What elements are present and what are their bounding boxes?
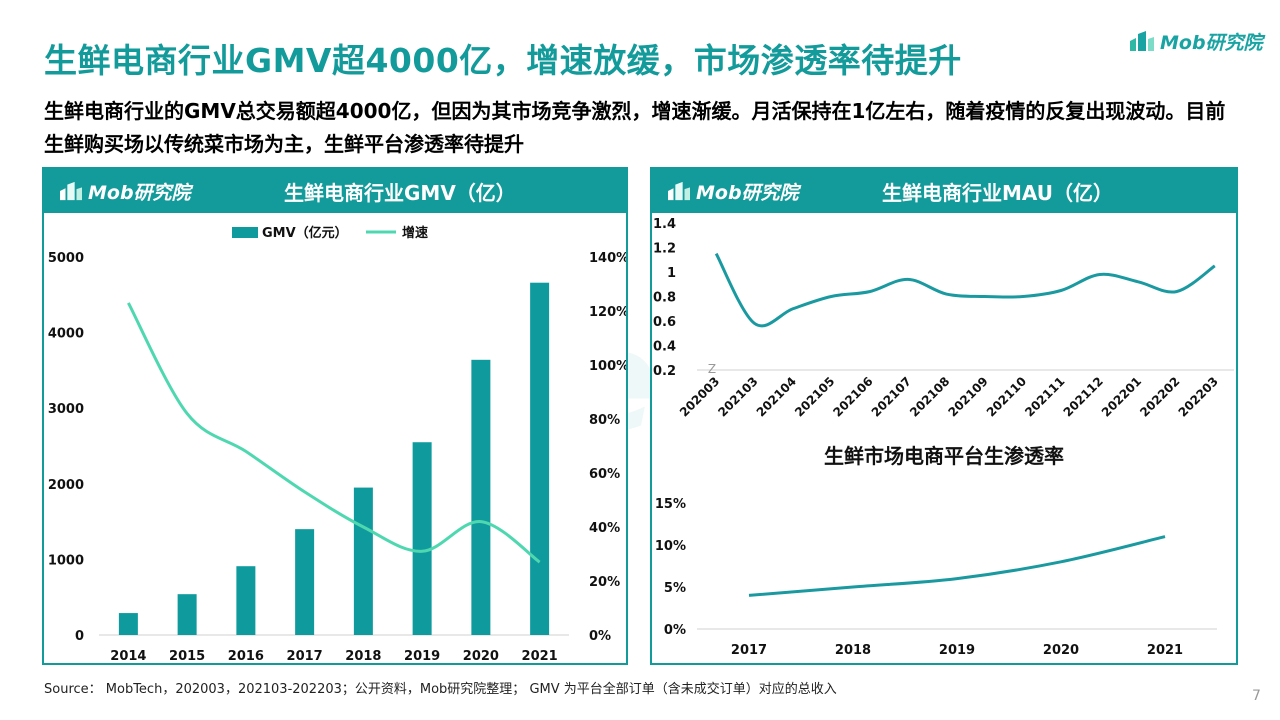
x-tick-label: 2015 bbox=[169, 649, 205, 664]
x-tick-label: 2019 bbox=[939, 643, 975, 658]
y-tick-label: 15% bbox=[655, 497, 686, 512]
y-left-tick-label: 0 bbox=[75, 629, 84, 644]
gmv-chart: GMV（亿元） 增速 0 1000 2000 3000 4000 5000 0% 20% 40% 60… bbox=[48, 225, 626, 664]
gmv-bar bbox=[295, 529, 315, 635]
logo-buildings-icon bbox=[1130, 31, 1154, 51]
x-tick-label: 202103 bbox=[715, 374, 760, 419]
y-left-tick-label: 4000 bbox=[48, 327, 84, 342]
page-subtitle: 生鲜电商行业的GMV总交易额超4000亿，但因为其市场竞争激烈，增速渐缓。月活保… bbox=[44, 99, 1226, 156]
y-tick-label: 0.6 bbox=[653, 315, 676, 330]
x-tick-label: 2020 bbox=[1043, 643, 1079, 658]
x-tick-label: 202201 bbox=[1099, 374, 1144, 419]
panel-logo: Mob研究院 bbox=[666, 175, 799, 207]
gmv-bar bbox=[530, 282, 550, 635]
source-note: Source： MobTech，202003，202103-202203；公开资… bbox=[44, 682, 837, 697]
growth-line bbox=[127, 302, 541, 564]
x-tick-label: 202110 bbox=[984, 374, 1029, 419]
y-right-tick-label: 20% bbox=[589, 575, 620, 590]
x-tick-label: 202109 bbox=[945, 374, 990, 419]
logo-text: Mob研究院 bbox=[1160, 31, 1263, 54]
x-tick-label: 2020 bbox=[463, 649, 499, 664]
logo-buildings-icon bbox=[60, 181, 82, 201]
gmv-chart-panel: Mob研究院 生鲜电商行业GMV（亿） GMV（亿元） 增速 0 1000 2000 30… bbox=[42, 167, 628, 665]
x-tick-label: 2018 bbox=[345, 649, 381, 664]
x-tick-label: 202202 bbox=[1137, 374, 1182, 419]
logo-buildings-icon bbox=[668, 181, 690, 201]
x-tick-label: 2017 bbox=[287, 649, 323, 664]
y-right-tick-label: 80% bbox=[589, 413, 620, 428]
y-right-tick-label: 60% bbox=[589, 467, 620, 482]
y-right-tick-label: 0% bbox=[589, 629, 611, 644]
y-left-tick-label: 2000 bbox=[48, 478, 84, 493]
x-tick-label: 2014 bbox=[110, 649, 146, 664]
y-tick-label: 0% bbox=[664, 623, 686, 638]
gmv-bar bbox=[177, 594, 197, 635]
gmv-panel-header: Mob研究院 生鲜电商行业GMV（亿） bbox=[44, 169, 626, 213]
x-tick-label: 202108 bbox=[907, 374, 952, 419]
x-tick-label: 202112 bbox=[1061, 374, 1106, 419]
gmv-bar bbox=[412, 442, 432, 635]
x-tick-label: 202003 bbox=[677, 374, 722, 419]
y-tick-label: 0.4 bbox=[653, 340, 676, 355]
mau-panel-header: Mob研究院 生鲜电商行业MAU（亿） bbox=[652, 169, 1236, 213]
x-tick-label: 2017 bbox=[731, 643, 767, 658]
panel-logo-text: Mob研究院 bbox=[88, 181, 191, 204]
x-tick-label: 2021 bbox=[522, 649, 558, 664]
x-tick-label: 202107 bbox=[869, 374, 914, 419]
y-tick-label: 10% bbox=[655, 539, 686, 554]
mau-chart-panel: Mob研究院 生鲜电商行业MAU（亿） 0.2 0.4 0.6 0.8 1 1.2 1.4 Z… bbox=[650, 167, 1238, 665]
y-tick-label: 1.2 bbox=[653, 242, 676, 257]
x-tick-label: 2016 bbox=[228, 649, 264, 664]
page-title: 生鲜电商行业GMV超4000亿，增速放缓，市场渗透率待提升 bbox=[44, 41, 962, 80]
y-right-tick-label: 100% bbox=[589, 359, 626, 374]
penetration-chart-title: 生鲜市场电商平台生渗透率 bbox=[824, 444, 1064, 468]
y-left-tick-label: 3000 bbox=[48, 402, 84, 417]
gmv-bar bbox=[236, 566, 256, 635]
page-number: 7 bbox=[1252, 688, 1261, 704]
x-tick-label: 202105 bbox=[792, 374, 837, 419]
x-tick-label: 202111 bbox=[1022, 374, 1067, 419]
y-left-tick-label: 1000 bbox=[48, 553, 84, 568]
y-right-tick-label: 40% bbox=[589, 521, 620, 536]
gmv-bar bbox=[118, 613, 138, 635]
legend-gmv-label: GMV（亿元） bbox=[262, 225, 348, 241]
penetration-line bbox=[748, 535, 1166, 597]
gmv-chart-title: 生鲜电商行业GMV（亿） bbox=[284, 181, 516, 205]
x-tick-label: 2018 bbox=[835, 643, 871, 658]
y-tick-label: 0.2 bbox=[653, 364, 676, 379]
x-tick-label: 2021 bbox=[1147, 643, 1183, 658]
x-tick-label: 2019 bbox=[404, 649, 440, 664]
panel-logo-text: Mob研究院 bbox=[696, 181, 799, 204]
axis-break-mark: Z bbox=[708, 362, 716, 376]
y-right-tick-label: 120% bbox=[589, 305, 626, 320]
y-tick-label: 1.4 bbox=[653, 217, 676, 232]
y-right-tick-label: 140% bbox=[589, 251, 626, 266]
penetration-chart: 生鲜市场电商平台生渗透率 0% 5% 10% 15% 2017 2018 2019 2020 20… bbox=[655, 444, 1217, 658]
brand-logo: Mob研究院 bbox=[1128, 26, 1263, 56]
y-tick-label: 0.8 bbox=[653, 291, 676, 306]
legend-gmv-swatch bbox=[232, 227, 258, 238]
legend-growth-label: 增速 bbox=[402, 225, 428, 241]
mau-chart-title: 生鲜电商行业MAU（亿） bbox=[882, 181, 1114, 205]
x-tick-label: 202106 bbox=[830, 374, 875, 419]
panel-logo: Mob研究院 bbox=[58, 175, 191, 207]
gmv-bar bbox=[471, 359, 491, 635]
y-tick-label: 5% bbox=[664, 581, 686, 596]
mau-line bbox=[714, 252, 1216, 328]
y-tick-label: 1 bbox=[667, 266, 676, 281]
x-tick-label: 202203 bbox=[1176, 374, 1221, 419]
mau-chart: 0.20.40.60.811.21.4Z20200320210320210420… bbox=[653, 217, 1234, 420]
y-left-tick-label: 5000 bbox=[48, 251, 84, 266]
gmv-bar bbox=[353, 487, 373, 635]
x-tick-label: 202104 bbox=[754, 374, 799, 419]
